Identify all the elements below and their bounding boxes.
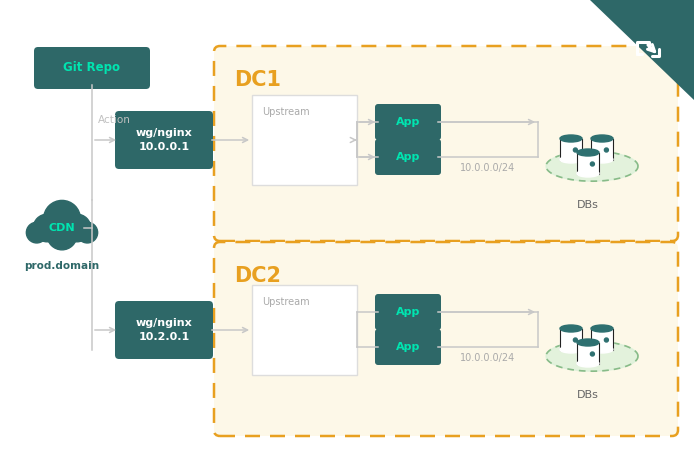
Ellipse shape [591, 325, 613, 332]
Ellipse shape [560, 135, 582, 142]
FancyBboxPatch shape [375, 139, 441, 175]
Ellipse shape [577, 149, 599, 156]
Circle shape [33, 214, 61, 242]
FancyBboxPatch shape [375, 294, 441, 330]
Ellipse shape [577, 360, 599, 367]
Text: DBs: DBs [577, 390, 599, 400]
Text: 10.0.0.0/24: 10.0.0.0/24 [460, 163, 515, 173]
FancyBboxPatch shape [375, 104, 441, 140]
Bar [591, 139, 613, 160]
Text: Action: Action [98, 115, 131, 125]
Ellipse shape [560, 156, 582, 163]
Circle shape [44, 200, 81, 237]
Circle shape [604, 148, 609, 152]
Text: App: App [396, 152, 420, 162]
Ellipse shape [577, 170, 599, 177]
Circle shape [591, 352, 594, 356]
Text: Upstream: Upstream [262, 107, 310, 117]
Ellipse shape [591, 156, 613, 163]
Circle shape [604, 338, 609, 342]
FancyBboxPatch shape [375, 329, 441, 365]
Ellipse shape [546, 151, 638, 181]
Circle shape [26, 222, 47, 243]
FancyBboxPatch shape [214, 46, 678, 241]
FancyBboxPatch shape [115, 301, 213, 359]
Circle shape [573, 338, 577, 342]
FancyBboxPatch shape [214, 242, 678, 436]
Ellipse shape [591, 346, 613, 353]
Text: wg/nginx
10.0.0.1: wg/nginx 10.0.0.1 [135, 128, 192, 152]
Circle shape [591, 162, 594, 166]
Circle shape [63, 214, 91, 242]
Bar [577, 153, 599, 174]
Text: Upstream: Upstream [262, 297, 310, 307]
Text: Git Repo: Git Repo [63, 61, 121, 74]
FancyBboxPatch shape [115, 111, 213, 169]
Text: DC2: DC2 [234, 266, 281, 286]
FancyBboxPatch shape [252, 285, 357, 375]
Bar [560, 139, 582, 160]
Circle shape [47, 220, 77, 250]
Circle shape [77, 222, 98, 243]
Bar [591, 329, 613, 350]
Text: App: App [396, 342, 420, 352]
FancyBboxPatch shape [34, 47, 150, 89]
Ellipse shape [560, 325, 582, 332]
Text: CDN: CDN [49, 223, 76, 233]
Text: prod.domain: prod.domain [24, 261, 99, 271]
Ellipse shape [591, 135, 613, 142]
FancyBboxPatch shape [252, 95, 357, 185]
Polygon shape [590, 0, 694, 100]
Text: 10.0.0.0/24: 10.0.0.0/24 [460, 353, 515, 363]
Text: App: App [396, 307, 420, 317]
Ellipse shape [546, 341, 638, 371]
Text: DC1: DC1 [234, 70, 281, 90]
Text: App: App [396, 117, 420, 127]
Bar [577, 343, 599, 364]
Circle shape [573, 148, 577, 152]
Bar [560, 329, 582, 350]
Ellipse shape [577, 339, 599, 346]
Ellipse shape [560, 346, 582, 353]
Text: wg/nginx
10.2.0.1: wg/nginx 10.2.0.1 [135, 318, 192, 342]
Text: DBs: DBs [577, 200, 599, 210]
